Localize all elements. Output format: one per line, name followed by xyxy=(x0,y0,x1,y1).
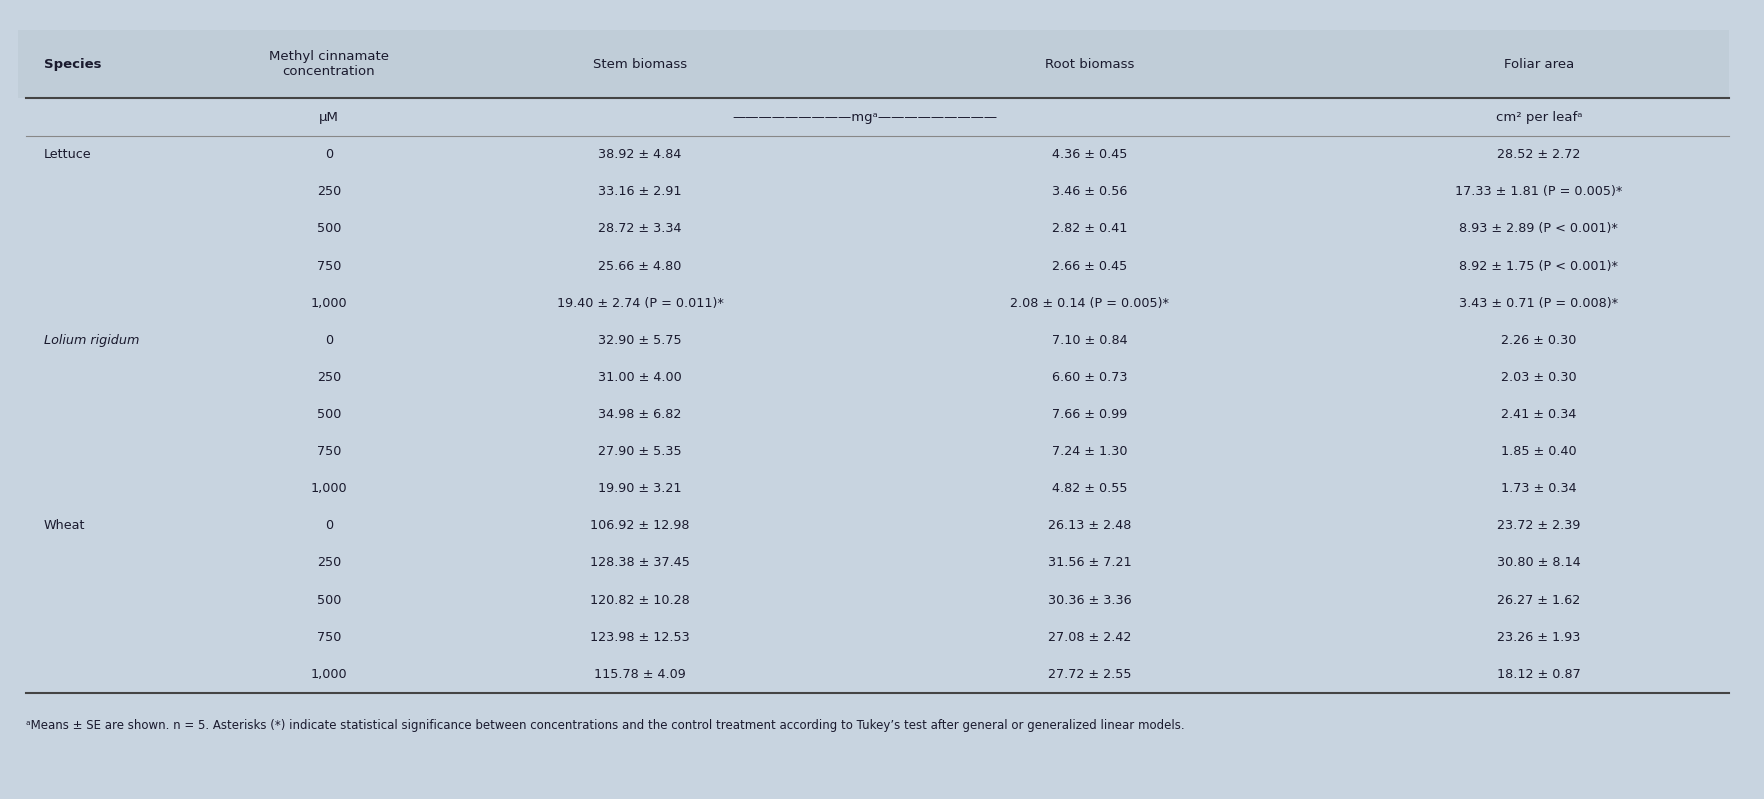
Text: Foliar area: Foliar area xyxy=(1503,58,1573,70)
Text: 32.90 ± 5.75: 32.90 ± 5.75 xyxy=(598,334,683,347)
Text: 31.00 ± 4.00: 31.00 ± 4.00 xyxy=(598,371,683,384)
Text: 18.12 ± 0.87: 18.12 ± 0.87 xyxy=(1498,668,1581,681)
Text: Lettuce: Lettuce xyxy=(44,149,92,161)
Text: ᵃMeans ± SE are shown. n = 5. Asterisks (*) indicate statistical significance be: ᵃMeans ± SE are shown. n = 5. Asterisks … xyxy=(26,719,1185,732)
Text: 750: 750 xyxy=(316,260,340,272)
Text: 2.82 ± 0.41: 2.82 ± 0.41 xyxy=(1051,222,1127,236)
Text: 27.90 ± 5.35: 27.90 ± 5.35 xyxy=(598,445,683,458)
Text: 30.80 ± 8.14: 30.80 ± 8.14 xyxy=(1498,556,1581,570)
Text: 6.60 ± 0.73: 6.60 ± 0.73 xyxy=(1051,371,1127,384)
Text: 33.16 ± 2.91: 33.16 ± 2.91 xyxy=(598,185,681,198)
Text: 26.27 ± 1.62: 26.27 ± 1.62 xyxy=(1498,594,1581,606)
Text: Methyl cinnamate
concentration: Methyl cinnamate concentration xyxy=(268,50,388,78)
Text: 1.85 ± 0.40: 1.85 ± 0.40 xyxy=(1501,445,1577,458)
Text: 120.82 ± 10.28: 120.82 ± 10.28 xyxy=(591,594,690,606)
Text: 128.38 ± 37.45: 128.38 ± 37.45 xyxy=(589,556,690,570)
Text: Root biomass: Root biomass xyxy=(1044,58,1134,70)
Text: 27.08 ± 2.42: 27.08 ± 2.42 xyxy=(1048,630,1131,644)
Text: Stem biomass: Stem biomass xyxy=(593,58,686,70)
Text: 1,000: 1,000 xyxy=(310,668,348,681)
Text: 7.66 ± 0.99: 7.66 ± 0.99 xyxy=(1051,408,1127,421)
Text: 2.66 ± 0.45: 2.66 ± 0.45 xyxy=(1051,260,1127,272)
Text: 250: 250 xyxy=(318,556,340,570)
Text: 19.90 ± 3.21: 19.90 ± 3.21 xyxy=(598,483,681,495)
Text: 1.73 ± 0.34: 1.73 ± 0.34 xyxy=(1501,483,1577,495)
Text: 2.08 ± 0.14 (P = 0.005)*: 2.08 ± 0.14 (P = 0.005)* xyxy=(1011,296,1170,310)
Text: 34.98 ± 6.82: 34.98 ± 6.82 xyxy=(598,408,681,421)
Text: 7.10 ± 0.84: 7.10 ± 0.84 xyxy=(1051,334,1127,347)
Text: 0: 0 xyxy=(325,149,333,161)
Text: —————————mgᵃ—————————: —————————mgᵃ————————— xyxy=(732,111,997,124)
Text: 31.56 ± 7.21: 31.56 ± 7.21 xyxy=(1048,556,1131,570)
Text: 250: 250 xyxy=(318,185,340,198)
Text: Lolium rigidum: Lolium rigidum xyxy=(44,334,139,347)
Text: 0: 0 xyxy=(325,334,333,347)
Text: 17.33 ± 1.81 (P = 0.005)*: 17.33 ± 1.81 (P = 0.005)* xyxy=(1455,185,1623,198)
Text: cm² per leafᵃ: cm² per leafᵃ xyxy=(1496,111,1582,124)
Text: 19.40 ± 2.74 (P = 0.011)*: 19.40 ± 2.74 (P = 0.011)* xyxy=(556,296,723,310)
FancyBboxPatch shape xyxy=(18,30,1729,98)
Text: 23.26 ± 1.93: 23.26 ± 1.93 xyxy=(1498,630,1581,644)
Text: 115.78 ± 4.09: 115.78 ± 4.09 xyxy=(594,668,686,681)
Text: 28.52 ± 2.72: 28.52 ± 2.72 xyxy=(1498,149,1581,161)
Text: 3.46 ± 0.56: 3.46 ± 0.56 xyxy=(1051,185,1127,198)
Text: 38.92 ± 4.84: 38.92 ± 4.84 xyxy=(598,149,681,161)
Text: 4.36 ± 0.45: 4.36 ± 0.45 xyxy=(1051,149,1127,161)
Text: 500: 500 xyxy=(316,222,340,236)
Text: μM: μM xyxy=(319,111,339,124)
Text: 2.03 ± 0.30: 2.03 ± 0.30 xyxy=(1501,371,1577,384)
Text: Species: Species xyxy=(44,58,101,70)
Text: 4.82 ± 0.55: 4.82 ± 0.55 xyxy=(1051,483,1127,495)
Text: Wheat: Wheat xyxy=(44,519,85,532)
Text: 0: 0 xyxy=(325,519,333,532)
Text: 750: 750 xyxy=(316,445,340,458)
Text: 3.43 ± 0.71 (P = 0.008)*: 3.43 ± 0.71 (P = 0.008)* xyxy=(1459,296,1619,310)
Text: 30.36 ± 3.36: 30.36 ± 3.36 xyxy=(1048,594,1131,606)
Text: 500: 500 xyxy=(316,408,340,421)
Text: 28.72 ± 3.34: 28.72 ± 3.34 xyxy=(598,222,681,236)
Text: 2.26 ± 0.30: 2.26 ± 0.30 xyxy=(1501,334,1577,347)
Text: 1,000: 1,000 xyxy=(310,296,348,310)
Text: 25.66 ± 4.80: 25.66 ± 4.80 xyxy=(598,260,681,272)
Text: 500: 500 xyxy=(316,594,340,606)
Text: 2.41 ± 0.34: 2.41 ± 0.34 xyxy=(1501,408,1577,421)
Text: 23.72 ± 2.39: 23.72 ± 2.39 xyxy=(1498,519,1581,532)
Text: 7.24 ± 1.30: 7.24 ± 1.30 xyxy=(1051,445,1127,458)
Text: 8.93 ± 2.89 (P < 0.001)*: 8.93 ± 2.89 (P < 0.001)* xyxy=(1459,222,1618,236)
Text: 106.92 ± 12.98: 106.92 ± 12.98 xyxy=(591,519,690,532)
Text: 1,000: 1,000 xyxy=(310,483,348,495)
Text: 123.98 ± 12.53: 123.98 ± 12.53 xyxy=(591,630,690,644)
Text: 8.92 ± 1.75 (P < 0.001)*: 8.92 ± 1.75 (P < 0.001)* xyxy=(1459,260,1618,272)
Text: 27.72 ± 2.55: 27.72 ± 2.55 xyxy=(1048,668,1131,681)
Text: 250: 250 xyxy=(318,371,340,384)
Text: 750: 750 xyxy=(316,630,340,644)
Text: 26.13 ± 2.48: 26.13 ± 2.48 xyxy=(1048,519,1131,532)
